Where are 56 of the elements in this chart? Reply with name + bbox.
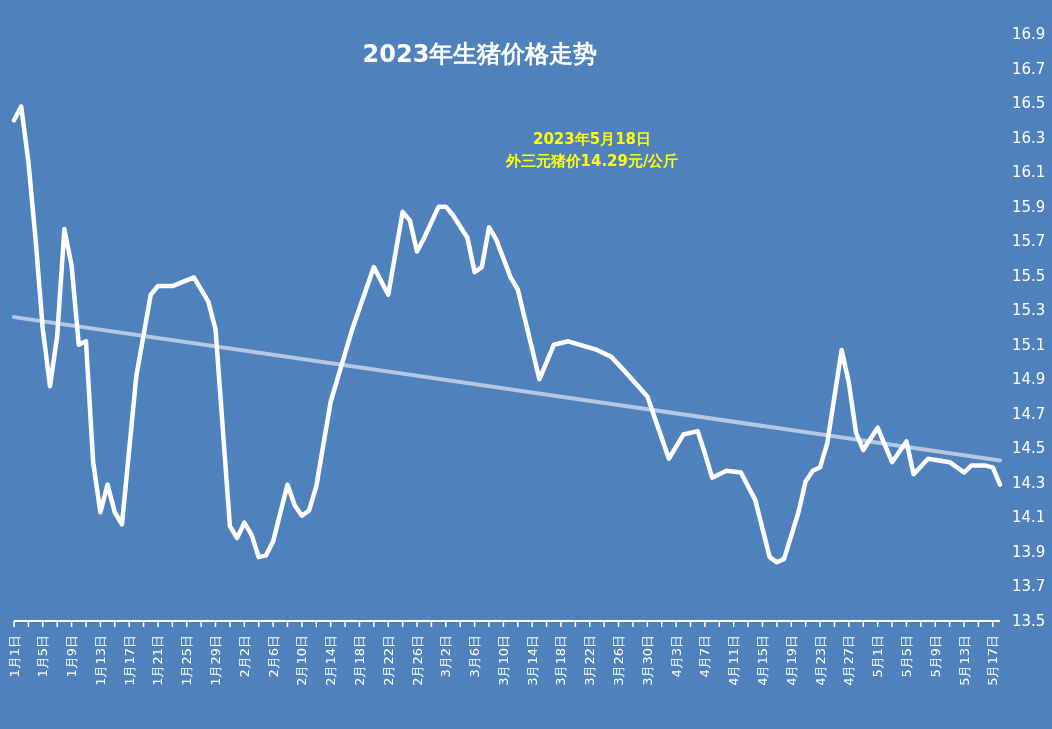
y-tick-label: 13.7 xyxy=(1012,577,1046,596)
x-tick-label: 3月30日 xyxy=(639,635,655,686)
x-tick-label: 4月19日 xyxy=(783,635,799,686)
y-tick-label: 16.5 xyxy=(1012,94,1046,113)
y-tick-label: 13.9 xyxy=(1012,542,1046,561)
x-tick-label: 5月13日 xyxy=(956,635,972,686)
y-tick-label: 14.9 xyxy=(1012,370,1046,389)
x-tick-label: 5月1日 xyxy=(870,635,886,678)
x-tick-label: 3月26日 xyxy=(611,635,627,686)
x-tick-label: 3月14日 xyxy=(524,635,540,686)
x-tick-label: 2月22日 xyxy=(380,635,396,686)
x-tick-label: 1月5日 xyxy=(35,635,51,678)
x-tick-label: 2月6日 xyxy=(265,635,281,678)
x-tick-label: 2月14日 xyxy=(323,635,339,686)
x-tick-label: 4月7日 xyxy=(697,635,713,678)
x-tick-label: 5月9日 xyxy=(927,635,943,678)
annotation: 2023年5月18日 xyxy=(532,130,652,148)
x-tick-label: 2月26日 xyxy=(409,635,425,686)
y-tick-label: 14.3 xyxy=(1012,473,1046,492)
x-tick-label: 5月17日 xyxy=(985,635,1001,686)
x-tick-label: 3月18日 xyxy=(553,635,569,686)
y-tick-label: 14.1 xyxy=(1012,508,1046,527)
x-tick-label: 1月1日 xyxy=(6,635,22,678)
y-tick-label: 16.7 xyxy=(1012,59,1046,78)
x-tick-label: 2月2日 xyxy=(236,635,252,678)
y-tick-label: 16.1 xyxy=(1012,163,1046,182)
x-tick-label: 1月9日 xyxy=(64,635,80,678)
x-tick-label: 1月25日 xyxy=(179,635,195,686)
x-tick-label: 3月22日 xyxy=(582,635,598,686)
x-tick-label: 5月5日 xyxy=(898,635,914,678)
y-tick-label: 16.9 xyxy=(1012,25,1046,43)
x-tick-label: 1月21日 xyxy=(150,635,166,686)
x-tick-label: 4月23日 xyxy=(812,635,828,686)
y-tick-label: 14.7 xyxy=(1012,404,1046,423)
y-tick-label: 14.5 xyxy=(1012,439,1046,458)
x-tick-label: 1月13日 xyxy=(92,635,108,686)
x-tick-label: 4月15日 xyxy=(755,635,770,686)
y-tick-label: 16.3 xyxy=(1012,128,1046,147)
x-tick-label: 1月17日 xyxy=(121,635,137,686)
annotation: 外三元猪价14.29元/公斤 xyxy=(504,152,679,170)
y-tick-label: 15.1 xyxy=(1012,335,1046,354)
x-tick-label: 1月29日 xyxy=(208,635,224,686)
x-tick-label: 3月10日 xyxy=(495,635,511,686)
y-tick-label: 15.7 xyxy=(1012,232,1046,251)
x-tick-label: 3月6日 xyxy=(467,635,483,678)
y-tick-label: 15.5 xyxy=(1012,266,1046,285)
x-tick-label: 2月18日 xyxy=(351,635,367,686)
x-tick-label: 4月3日 xyxy=(668,635,684,678)
y-tick-label: 13.5 xyxy=(1012,612,1046,630)
x-tick-label: 2月10日 xyxy=(294,635,310,686)
x-tick-label: 3月2日 xyxy=(438,635,454,678)
y-tick-label: 15.3 xyxy=(1012,301,1046,320)
x-tick-label: 4月27日 xyxy=(841,635,857,686)
chart-title: 2023年生猪价格走势 xyxy=(362,40,598,68)
x-tick-label: 4月11日 xyxy=(726,635,742,686)
y-tick-label: 15.9 xyxy=(1012,197,1046,216)
